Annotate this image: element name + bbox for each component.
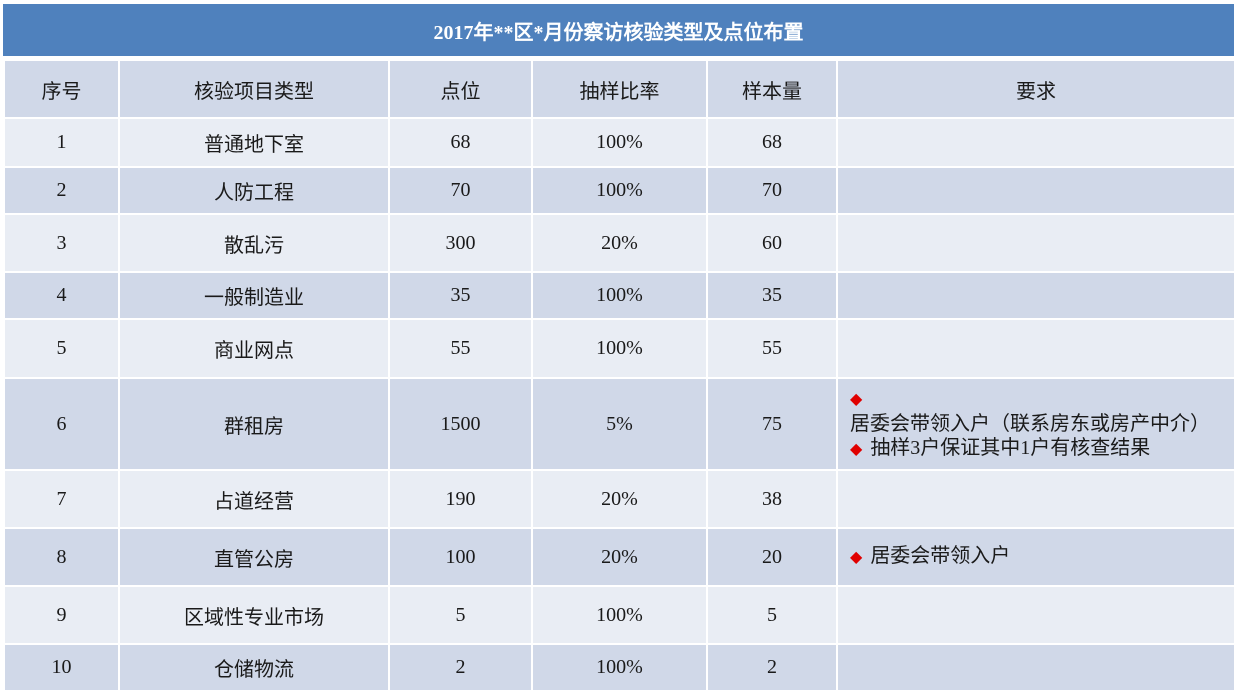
table-row: 3 散乱污 300 20% 60: [3, 213, 1236, 273]
cell-points: 2: [388, 643, 533, 692]
table-row: 4 一般制造业 35 100% 35: [3, 271, 1236, 320]
requirement-text: 抽样3户保证其中1户有核查结果: [870, 437, 1151, 459]
cell-requirement: ◆ 居委会带领入户: [836, 527, 1236, 587]
cell-requirement: [836, 213, 1236, 273]
cell-points: 300: [388, 213, 533, 273]
cell-requirement: [836, 117, 1236, 168]
cell-sample: 35: [706, 271, 838, 320]
table-row: 1 普通地下室 68 100% 68: [3, 117, 1236, 168]
cell-no: 8: [3, 527, 120, 587]
cell-sample: 5: [706, 585, 838, 645]
table-row: 9 区域性专业市场 5 100% 5: [3, 585, 1236, 645]
cell-points: 70: [388, 166, 533, 215]
cell-sample: 55: [706, 318, 838, 379]
requirement-item: ◆ 居委会带领入户（联系房东或房产中介）: [850, 386, 1226, 436]
cell-type: 一般制造业: [118, 271, 390, 320]
cell-ratio: 5%: [531, 377, 708, 471]
table-row: 2 人防工程 70 100% 70: [3, 166, 1236, 215]
cell-sample: 20: [706, 527, 838, 587]
cell-no: 6: [3, 377, 120, 471]
cell-ratio: 100%: [531, 585, 708, 645]
red-diamond-icon: ◆: [850, 391, 863, 408]
cell-no: 3: [3, 213, 120, 273]
cell-ratio: 100%: [531, 643, 708, 692]
cell-points: 35: [388, 271, 533, 320]
cell-requirement: [836, 271, 1236, 320]
cell-ratio: 100%: [531, 318, 708, 379]
requirement-text: 居委会带领入户（联系房东或房产中介）: [850, 413, 1210, 435]
red-diamond-icon: ◆: [850, 549, 863, 566]
cell-no: 7: [3, 469, 120, 529]
cell-no: 2: [3, 166, 120, 215]
cell-requirement: [836, 166, 1236, 215]
cell-type: 占道经营: [118, 469, 390, 529]
cell-ratio: 100%: [531, 166, 708, 215]
cell-ratio: 20%: [531, 469, 708, 529]
cell-requirement: [836, 469, 1236, 529]
cell-type: 区域性专业市场: [118, 585, 390, 645]
cell-ratio: 100%: [531, 271, 708, 320]
cell-points: 190: [388, 469, 533, 529]
table-title: 2017年**区*月份察访核验类型及点位布置: [3, 4, 1234, 56]
col-header-ratio: 抽样比率: [531, 59, 708, 119]
table-row: 10 仓储物流 2 100% 2: [3, 643, 1236, 692]
cell-no: 1: [3, 117, 120, 168]
table-row: 7 占道经营 190 20% 38: [3, 469, 1236, 529]
cell-points: 1500: [388, 377, 533, 471]
cell-ratio: 20%: [531, 213, 708, 273]
col-header-points: 点位: [388, 59, 533, 119]
cell-no: 4: [3, 271, 120, 320]
inspection-table: 序号 核验项目类型 点位 抽样比率 样本量 要求 1 普通地下室 68 100%…: [3, 59, 1236, 692]
cell-type: 直管公房: [118, 527, 390, 587]
cell-points: 5: [388, 585, 533, 645]
cell-no: 10: [3, 643, 120, 692]
col-header-requirement: 要求: [836, 59, 1236, 119]
cell-no: 9: [3, 585, 120, 645]
cell-sample: 70: [706, 166, 838, 215]
requirement-item: ◆ 抽样3户保证其中1户有核查结果: [850, 436, 1226, 462]
header-row: 序号 核验项目类型 点位 抽样比率 样本量 要求: [3, 59, 1236, 119]
cell-sample: 38: [706, 469, 838, 529]
cell-requirement: [836, 318, 1236, 379]
cell-sample: 68: [706, 117, 838, 168]
table-row: 6 群租房 1500 5% 75 ◆ 居委会带领入户（联系房东或房产中介） ◆ 抽样…: [3, 377, 1236, 471]
table-row: 5 商业网点 55 100% 55: [3, 318, 1236, 379]
cell-type: 仓储物流: [118, 643, 390, 692]
cell-points: 55: [388, 318, 533, 379]
col-header-sample: 样本量: [706, 59, 838, 119]
cell-type: 普通地下室: [118, 117, 390, 168]
cell-requirement: [836, 585, 1236, 645]
cell-sample: 60: [706, 213, 838, 273]
cell-sample: 75: [706, 377, 838, 471]
col-header-no: 序号: [3, 59, 120, 119]
cell-type: 群租房: [118, 377, 390, 471]
cell-points: 100: [388, 527, 533, 587]
table-row: 8 直管公房 100 20% 20 ◆ 居委会带领入户: [3, 527, 1236, 587]
cell-type: 商业网点: [118, 318, 390, 379]
cell-points: 68: [388, 117, 533, 168]
cell-ratio: 20%: [531, 527, 708, 587]
cell-no: 5: [3, 318, 120, 379]
cell-requirement: [836, 643, 1236, 692]
red-diamond-icon: ◆: [850, 441, 863, 458]
cell-requirement: ◆ 居委会带领入户（联系房东或房产中介） ◆ 抽样3户保证其中1户有核查结果: [836, 377, 1236, 471]
requirement-text: 居委会带领入户: [870, 545, 1011, 567]
col-header-type: 核验项目类型: [118, 59, 390, 119]
cell-sample: 2: [706, 643, 838, 692]
cell-ratio: 100%: [531, 117, 708, 168]
requirement-item: ◆ 居委会带领入户: [850, 544, 1226, 570]
cell-type: 人防工程: [118, 166, 390, 215]
cell-type: 散乱污: [118, 213, 390, 273]
